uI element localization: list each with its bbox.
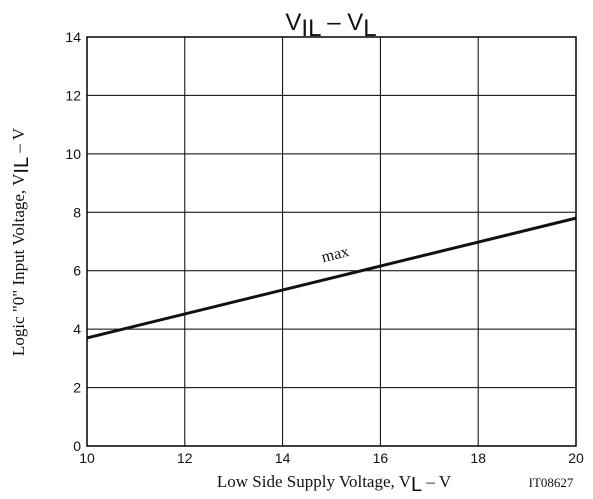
grid [86, 36, 577, 447]
figure-id: IT08627 [529, 475, 574, 490]
y-tick-label: 8 [73, 204, 81, 220]
y-axis-label-sub: IL [11, 157, 33, 174]
y-axis-label-main: Logic "0" Input Voltage, V [9, 173, 28, 356]
x-tick-label: 10 [79, 450, 95, 466]
chart-title-sub2: L [363, 15, 376, 42]
x-tick-label: 20 [568, 450, 584, 466]
y-tick-label: 10 [65, 146, 81, 162]
x-tick-label: 12 [177, 450, 193, 466]
chart-title-mid: – V [321, 9, 364, 36]
y-tick-label: 14 [65, 29, 81, 45]
plot-frame [86, 36, 577, 447]
x-axis-label-main: Low Side Supply Voltage, V [217, 472, 412, 491]
y-tick-label: 6 [73, 263, 81, 279]
x-axis-label-sub: L [411, 474, 422, 496]
series-line-max [86, 216, 577, 340]
annotation-background [313, 241, 357, 268]
y-axis-label: Logic "0" Input Voltage, VIL – V [9, 127, 33, 356]
chart-title-main: V [285, 9, 301, 36]
y-axis-label-tail: – V [9, 127, 28, 157]
x-tick-label: 18 [470, 450, 486, 466]
y-tick-label: 12 [65, 87, 81, 103]
x-axis-label-tail: – V [422, 472, 452, 491]
chart-title-sub1: IL [301, 15, 321, 42]
x-axis-label: Low Side Supply Voltage, VL – V [217, 472, 452, 496]
y-tick-label: 2 [73, 380, 81, 396]
annotation-max: max [320, 243, 351, 266]
chart-title: VIL – VL [285, 9, 376, 42]
tick-labels: 10 12 14 16 18 20 0 2 4 6 8 10 12 14 [65, 29, 584, 466]
series-layer [86, 216, 577, 340]
y-tick-label: 0 [73, 438, 81, 454]
x-tick-label: 16 [373, 450, 389, 466]
x-tick-label: 14 [275, 450, 291, 466]
y-tick-label: 4 [73, 321, 81, 337]
